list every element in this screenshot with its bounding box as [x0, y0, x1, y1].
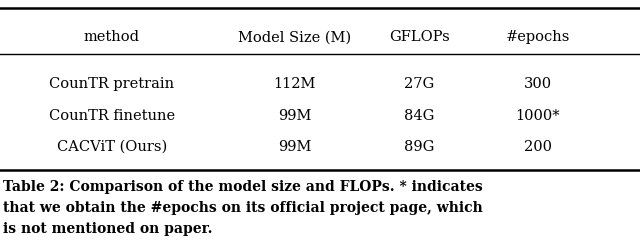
- Text: 89G: 89G: [404, 140, 435, 154]
- Text: is not mentioned on paper.: is not mentioned on paper.: [3, 222, 212, 236]
- Text: Model Size (M): Model Size (M): [238, 30, 351, 44]
- Text: CACViT (Ours): CACViT (Ours): [57, 140, 167, 154]
- Text: 1000*: 1000*: [515, 109, 560, 123]
- Text: Table 2: Comparison of the model size and FLOPs. * indicates: Table 2: Comparison of the model size an…: [3, 180, 483, 194]
- Text: method: method: [84, 30, 140, 44]
- Text: 27G: 27G: [404, 77, 435, 91]
- Text: that we obtain the #epochs on its official project page, which: that we obtain the #epochs on its offici…: [3, 201, 483, 215]
- Text: 84G: 84G: [404, 109, 435, 123]
- Text: 99M: 99M: [278, 109, 311, 123]
- Text: GFLOPs: GFLOPs: [389, 30, 449, 44]
- Text: #epochs: #epochs: [506, 30, 570, 44]
- Text: CounTR finetune: CounTR finetune: [49, 109, 175, 123]
- Text: 200: 200: [524, 140, 552, 154]
- Text: 99M: 99M: [278, 140, 311, 154]
- Text: 112M: 112M: [273, 77, 316, 91]
- Text: 300: 300: [524, 77, 552, 91]
- Text: CounTR pretrain: CounTR pretrain: [49, 77, 175, 91]
